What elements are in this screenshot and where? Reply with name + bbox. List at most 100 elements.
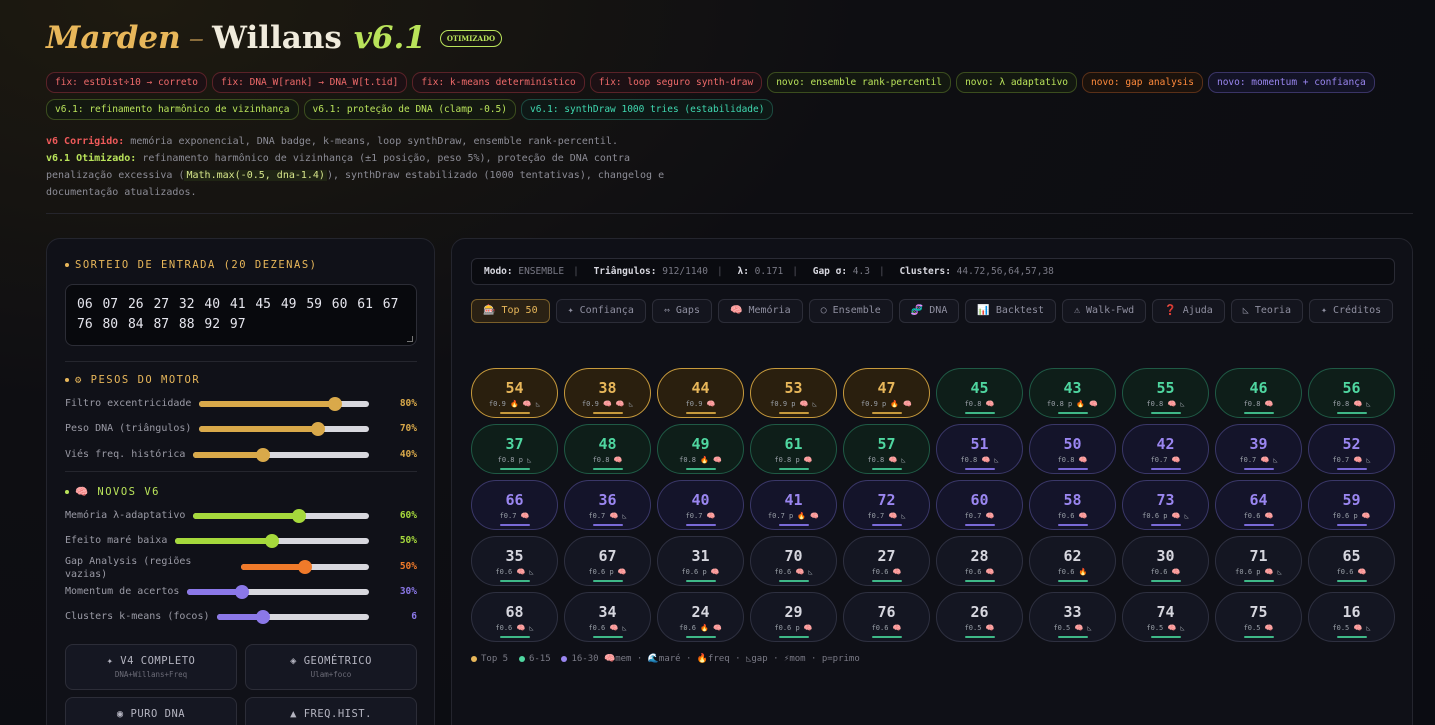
number-ball[interactable]: 34 f0.6 🧠 ◺ <box>564 592 651 642</box>
mode-button[interactable]: ◈ GEOMÉTRICO Ulam+foco <box>245 644 417 690</box>
number-ball[interactable]: 75 f0.5 🧠 <box>1215 592 1302 642</box>
number-ball[interactable]: 29 f0.6 p 🧠 <box>750 592 837 642</box>
slider[interactable] <box>187 584 369 599</box>
number-ball[interactable]: 24 f0.6 🔥 🧠 <box>657 592 744 642</box>
ball-number: 16 <box>1342 603 1361 621</box>
slider-handle[interactable] <box>328 397 342 411</box>
slider-value: 70% <box>399 423 417 435</box>
number-ball[interactable]: 58 f0.6 🧠 <box>1029 480 1116 530</box>
number-ball[interactable]: 65 f0.6 🧠 <box>1308 536 1395 586</box>
number-ball[interactable]: 27 f0.6 🧠 <box>843 536 930 586</box>
number-ball[interactable]: 56 f0.8 🧠 ◺ <box>1308 368 1395 418</box>
number-ball[interactable]: 73 f0.6 p 🧠 ◺ <box>1122 480 1209 530</box>
tab[interactable]: 🧬 DNA <box>898 299 960 323</box>
slider[interactable] <box>217 610 369 625</box>
tab[interactable]: ○ Ensemble <box>808 299 893 323</box>
slider-handle[interactable] <box>311 422 325 437</box>
ball-number: 73 <box>1156 491 1175 509</box>
number-ball[interactable]: 40 f0.7 🧠 <box>657 480 744 530</box>
number-ball[interactable]: 49 f0.8 🔥 🧠 <box>657 424 744 474</box>
number-ball[interactable]: 31 f0.6 p 🧠 <box>657 536 744 586</box>
number-ball[interactable]: 41 f0.7 p 🔥 🧠 <box>750 480 837 530</box>
number-ball[interactable]: 72 f0.7 🧠 ◺ <box>843 480 930 530</box>
number-ball[interactable]: 45 f0.8 🧠 <box>936 368 1023 418</box>
tab[interactable]: 🧠 Memória <box>717 299 803 323</box>
slider[interactable] <box>199 397 369 411</box>
ball-number: 30 <box>1156 547 1175 565</box>
number-ball[interactable]: 39 f0.7 🧠 ◺ <box>1215 424 1302 474</box>
number-ball[interactable]: 36 f0.7 🧠 ◺ <box>564 480 651 530</box>
number-ball[interactable]: 37 f0.8 p ◺ <box>471 424 558 474</box>
slider-label: Clusters k-means (focos) <box>65 611 210 623</box>
slider[interactable] <box>241 559 369 574</box>
number-ball[interactable]: 28 f0.6 🧠 <box>936 536 1023 586</box>
ball-number: 49 <box>691 435 710 453</box>
legend-top5: Top 5 <box>481 654 509 664</box>
tab[interactable]: 🎰 Top 50 <box>471 299 550 323</box>
number-ball[interactable]: 54 f0.9 🔥 🧠 ◺ <box>471 368 558 418</box>
number-ball[interactable]: 33 f0.5 🧠 ◺ <box>1029 592 1116 642</box>
mode-button[interactable]: ✦ V4 COMPLETO DNA+Willans+Freq <box>65 644 237 690</box>
number-ball[interactable]: 26 f0.5 🧠 <box>936 592 1023 642</box>
ball-meta: f0.6 🧠 ◺ <box>495 624 534 632</box>
slider-handle[interactable] <box>256 447 271 462</box>
number-ball[interactable]: 60 f0.7 🧠 <box>936 480 1023 530</box>
mode-button[interactable]: ▲ FREQ.HIST. <box>245 697 417 725</box>
number-ball[interactable]: 53 f0.9 p 🧠 ◺ <box>750 368 837 418</box>
number-ball[interactable]: 64 f0.6 🧠 <box>1215 480 1302 530</box>
number-ball[interactable]: 68 f0.6 🧠 ◺ <box>471 592 558 642</box>
changelog-tags: fix: estDist÷10 → correto fix: DNA_W[rank… <box>46 72 1396 120</box>
number-ball[interactable]: 71 f0.6 p 🧠 ◺ <box>1215 536 1302 586</box>
ball-number: 65 <box>1342 547 1361 565</box>
resize-handle-icon[interactable] <box>407 336 413 342</box>
number-ball[interactable]: 51 f0.8 🧠 ◺ <box>936 424 1023 474</box>
tab[interactable]: ✦ Créditos <box>1308 299 1394 323</box>
slider[interactable] <box>193 509 369 523</box>
ball-number: 39 <box>1249 435 1268 453</box>
control-panel: SORTEIO DE ENTRADA (20 DEZENAS) 06 07 26… <box>46 238 435 725</box>
slider-label: Gap Analysis (regiões vazias) <box>65 555 192 580</box>
tab[interactable]: ⇔ Gaps <box>651 299 712 323</box>
tab[interactable]: ⚠ Walk-Fwd <box>1062 299 1147 323</box>
number-ball[interactable]: 46 f0.8 🧠 <box>1215 368 1302 418</box>
number-ball[interactable]: 30 f0.6 🧠 <box>1122 536 1209 586</box>
number-ball[interactable]: 42 f0.7 🧠 <box>1122 424 1209 474</box>
draw-input[interactable]: 06 07 26 27 32 40 41 45 49 59 60 61 67 7… <box>65 284 417 346</box>
number-ball[interactable]: 59 f0.6 p 🧠 <box>1308 480 1395 530</box>
number-ball[interactable]: 35 f0.6 🧠 ◺ <box>471 536 558 586</box>
number-ball[interactable]: 74 f0.5 🧠 ◺ <box>1122 592 1209 642</box>
number-ball[interactable]: 50 f0.8 🧠 <box>1029 424 1116 474</box>
mode-button[interactable]: ◉ PURO DNA <box>65 697 237 725</box>
slider[interactable] <box>193 447 369 462</box>
number-ball[interactable]: 67 f0.6 p 🧠 <box>564 536 651 586</box>
slider[interactable] <box>175 534 369 549</box>
tab[interactable]: 📊 Backtest <box>965 299 1056 323</box>
slider-handle[interactable] <box>255 610 270 625</box>
ball-number: 56 <box>1342 379 1361 397</box>
slider-handle[interactable] <box>265 534 279 549</box>
number-ball[interactable]: 70 f0.6 🧠 ◺ <box>750 536 837 586</box>
number-ball[interactable]: 61 f0.8 p 🧠 <box>750 424 837 474</box>
tab[interactable]: ◺ Teoria <box>1230 299 1303 323</box>
slider-handle[interactable] <box>291 509 306 523</box>
number-ball[interactable]: 76 f0.6 🧠 <box>843 592 930 642</box>
number-ball[interactable]: 57 f0.8 🧠 ◺ <box>843 424 930 474</box>
number-ball[interactable]: 16 f0.5 🧠 ◺ <box>1308 592 1395 642</box>
number-ball[interactable]: 47 f0.9 p 🔥 🧠 <box>843 368 930 418</box>
tab[interactable]: ❓ Ajuda <box>1152 299 1225 323</box>
number-ball[interactable]: 43 f0.8 p 🔥 🧠 <box>1029 368 1116 418</box>
tab[interactable]: ✦ Confiança <box>555 299 646 323</box>
slider[interactable] <box>199 422 369 437</box>
number-ball[interactable]: 55 f0.8 🧠 ◺ <box>1122 368 1209 418</box>
number-ball[interactable]: 48 f0.8 🧠 <box>564 424 651 474</box>
number-ball[interactable]: 44 f0.9 🧠 <box>657 368 744 418</box>
number-ball[interactable]: 62 f0.6 🔥 <box>1029 536 1116 586</box>
score-bar <box>686 636 716 638</box>
slider-handle[interactable] <box>234 584 249 599</box>
ball-number: 26 <box>970 603 989 621</box>
number-ball[interactable]: 38 f0.9 🧠 🧠 ◺ <box>564 368 651 418</box>
number-ball[interactable]: 66 f0.7 🧠 <box>471 480 558 530</box>
slider-handle[interactable] <box>298 559 312 574</box>
number-ball[interactable]: 52 f0.7 🧠 ◺ <box>1308 424 1395 474</box>
legend: Top 5 6-15 16-30 🧠mem · 🌊maré · 🔥freq · … <box>471 654 860 664</box>
